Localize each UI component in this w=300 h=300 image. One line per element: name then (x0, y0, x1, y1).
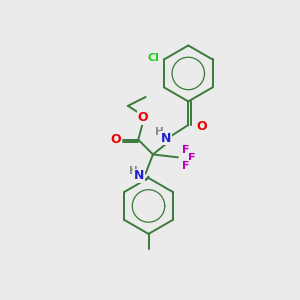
Text: H: H (129, 166, 138, 176)
Text: H: H (155, 127, 164, 137)
Text: N: N (161, 132, 171, 145)
Text: Cl: Cl (148, 53, 160, 63)
Text: F: F (188, 153, 196, 163)
Text: F: F (182, 160, 190, 171)
Text: F: F (182, 145, 190, 155)
Text: O: O (111, 133, 122, 146)
Text: O: O (137, 111, 148, 124)
Text: N: N (134, 169, 144, 182)
Text: O: O (196, 120, 207, 133)
